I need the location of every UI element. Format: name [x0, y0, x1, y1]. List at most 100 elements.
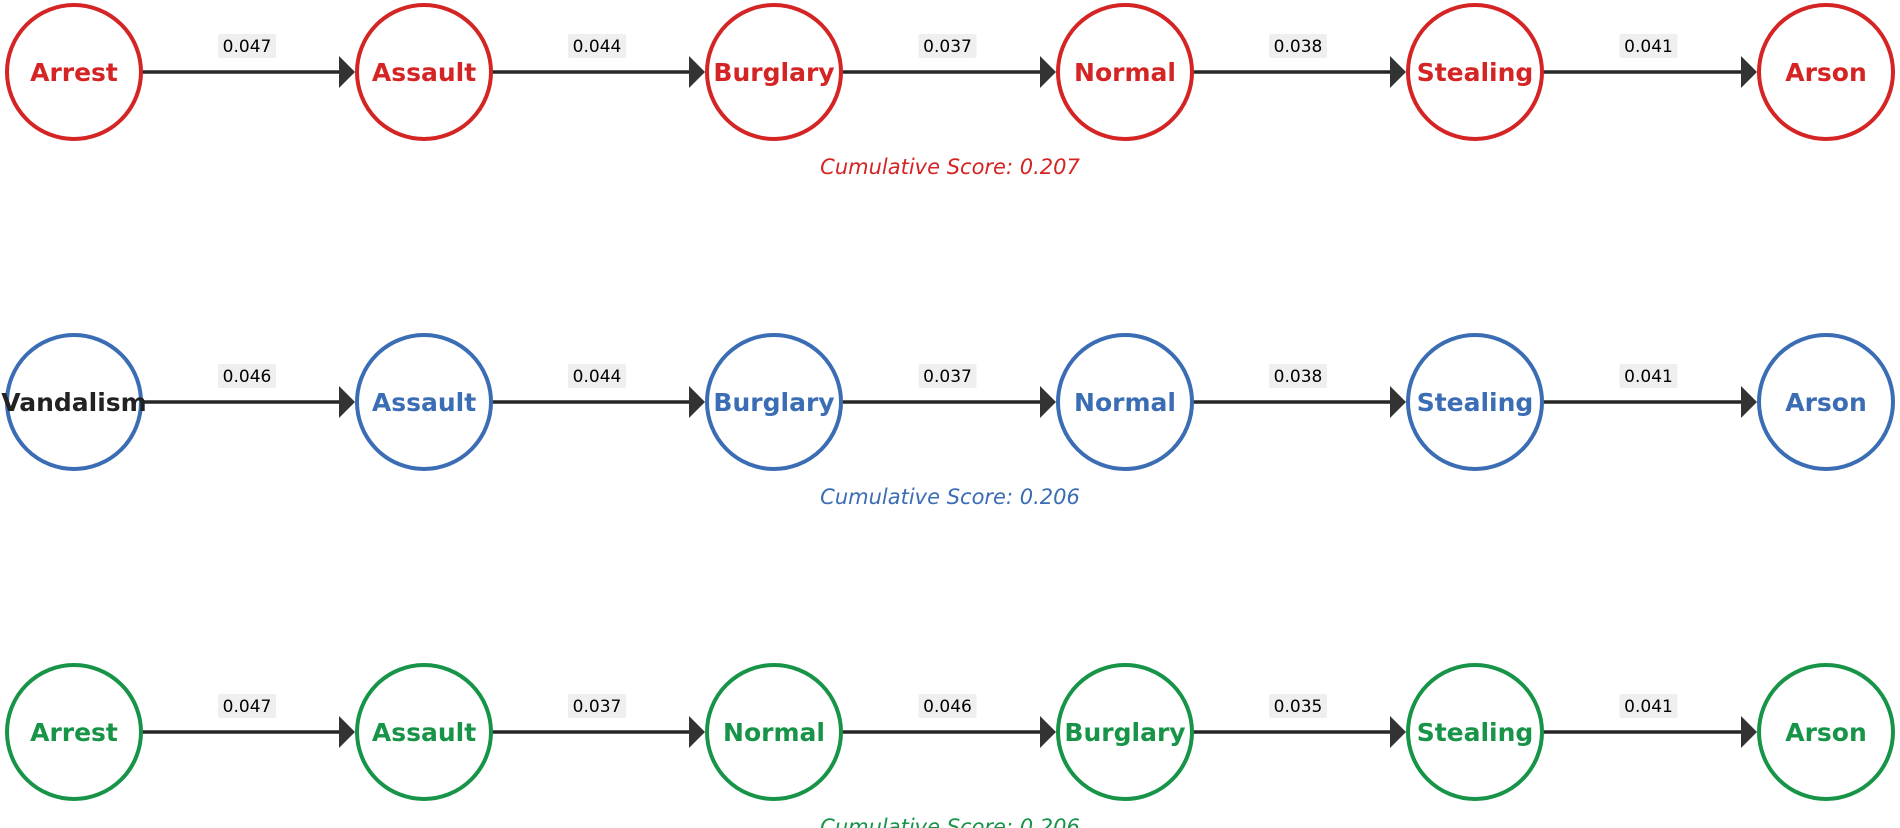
edge: 0.041 [1542, 34, 1757, 88]
edge-label-background [918, 34, 977, 58]
node-label: Stealing [1417, 58, 1534, 87]
edge-label-background [918, 364, 977, 388]
arrowhead-icon [339, 386, 355, 418]
edge: 0.037 [841, 364, 1056, 418]
edge-label-background [218, 364, 276, 388]
edge-label-background [918, 694, 977, 718]
node-label: Arson [1785, 58, 1867, 87]
edge: 0.038 [1192, 34, 1406, 88]
node: Stealing [1406, 333, 1544, 471]
node-label: Burglary [1064, 718, 1185, 747]
edge-score-label: 0.047 [223, 697, 272, 717]
node-circle [1757, 333, 1895, 471]
node: Burglary [705, 3, 843, 141]
node-label: Normal [1074, 58, 1176, 87]
node: Normal [1056, 3, 1194, 141]
edge-label-background [568, 364, 626, 388]
edge-label-background [1269, 364, 1327, 388]
edge-score-label: 0.038 [1274, 367, 1323, 387]
edge-score-label: 0.041 [1624, 697, 1673, 717]
node-circle [1406, 663, 1544, 801]
arrowhead-icon [1390, 56, 1406, 88]
edge-label-background [568, 694, 626, 718]
arrowhead-icon [1741, 56, 1757, 88]
edge-score-label: 0.044 [573, 37, 622, 57]
node: Assault [355, 333, 493, 471]
edge-score-label: 0.047 [223, 37, 272, 57]
edge: 0.047 [141, 34, 355, 88]
edge: 0.044 [491, 364, 705, 418]
edge-score-label: 0.044 [573, 367, 622, 387]
arrowhead-icon [689, 716, 705, 748]
arrowhead-icon [339, 56, 355, 88]
edge-label-background [1619, 364, 1678, 388]
node-circle [355, 333, 493, 471]
node: Assault [355, 3, 493, 141]
node-circle [5, 663, 143, 801]
node-label: Stealing [1417, 388, 1534, 417]
edge-label-background [218, 694, 276, 718]
node: Arrest [5, 663, 143, 801]
edge-label-background [1269, 34, 1327, 58]
node-circle [705, 3, 843, 141]
node: Burglary [1056, 663, 1194, 801]
edge: 0.035 [1192, 694, 1406, 748]
node-circle [1056, 663, 1194, 801]
node: Arson [1757, 663, 1895, 801]
node-circle [705, 663, 843, 801]
cumulative-score-label: Cumulative Score: 0.206 [820, 485, 1080, 509]
node-circle [1056, 333, 1194, 471]
node-label: Arrest [30, 58, 118, 87]
arrowhead-icon [1040, 56, 1056, 88]
node: Stealing [1406, 3, 1544, 141]
node: Normal [705, 663, 843, 801]
edge-score-label: 0.038 [1274, 37, 1323, 57]
node-circle [1406, 333, 1544, 471]
arrowhead-icon [689, 386, 705, 418]
arrowhead-icon [1741, 386, 1757, 418]
edge-score-label: 0.041 [1624, 367, 1673, 387]
arrowhead-icon [1040, 716, 1056, 748]
node-circle [5, 333, 143, 471]
edge-score-label: 0.046 [923, 697, 972, 717]
node-label: Burglary [713, 388, 834, 417]
path-row-2: 0.046 0.044 0.037 0.038 0.041 Vandalism Assaul… [1, 333, 1895, 509]
edge-score-label: 0.046 [223, 367, 272, 387]
arrowhead-icon [689, 56, 705, 88]
edge-score-label: 0.041 [1624, 37, 1673, 57]
edge-label-background [218, 34, 276, 58]
edge-score-label: 0.037 [923, 367, 972, 387]
edge-label-background [1269, 694, 1327, 718]
node-label: Burglary [713, 58, 834, 87]
arrowhead-icon [339, 716, 355, 748]
arrowhead-icon [1741, 716, 1757, 748]
path-row-3: 0.047 0.037 0.046 0.035 0.041 Arrest Assault No… [5, 663, 1895, 828]
edge-score-label: 0.037 [573, 697, 622, 717]
node-circle [355, 3, 493, 141]
edge-score-label: 0.035 [1274, 697, 1323, 717]
edge: 0.038 [1192, 364, 1406, 418]
node: Arrest [5, 3, 143, 141]
node-label: Stealing [1417, 718, 1534, 747]
edge-label-background [1619, 694, 1678, 718]
node-circle [355, 663, 493, 801]
node: Assault [355, 663, 493, 801]
edge-score-label: 0.037 [923, 37, 972, 57]
node-circle [705, 333, 843, 471]
node: Burglary [705, 333, 843, 471]
arrowhead-icon [1390, 386, 1406, 418]
cumulative-score-label: Cumulative Score: 0.207 [820, 155, 1080, 179]
node-label: Arson [1785, 718, 1867, 747]
edge: 0.037 [491, 694, 705, 748]
arrowhead-icon [1040, 386, 1056, 418]
edge: 0.041 [1542, 364, 1757, 418]
edge-label-background [568, 34, 626, 58]
path-row-1: 0.047 0.044 0.037 0.038 0.041 Arrest Assault Bu… [5, 3, 1895, 179]
arrowhead-icon [1390, 716, 1406, 748]
node: Arson [1757, 3, 1895, 141]
node-circle [1757, 663, 1895, 801]
node-label: Normal [723, 718, 825, 747]
node-circle [1056, 3, 1194, 141]
node-circle [5, 3, 143, 141]
